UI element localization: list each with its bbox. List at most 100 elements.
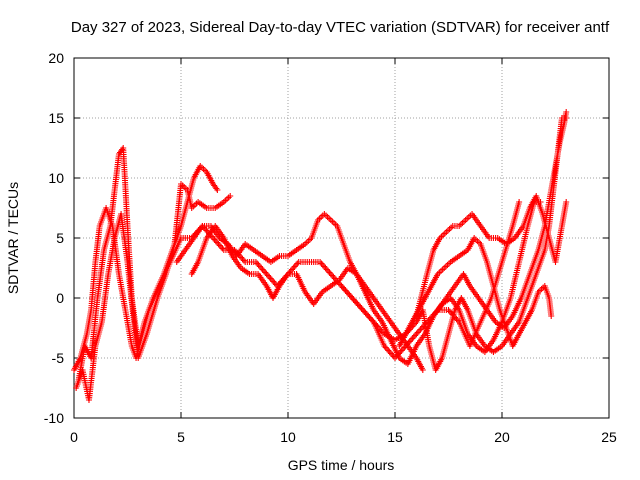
data-point bbox=[227, 193, 234, 199]
data-point bbox=[417, 326, 424, 333]
data-point bbox=[349, 295, 356, 301]
x-tick-label: 5 bbox=[177, 429, 185, 445]
data-point bbox=[408, 337, 415, 343]
data-point bbox=[353, 299, 360, 306]
data-point bbox=[345, 290, 352, 297]
data-point bbox=[343, 289, 350, 295]
data-point bbox=[331, 275, 338, 282]
data-point bbox=[258, 265, 265, 271]
series-trace-5 bbox=[188, 199, 544, 367]
data-point bbox=[342, 287, 349, 294]
y-tick-label: 5 bbox=[56, 230, 64, 246]
data-point bbox=[563, 199, 570, 205]
data-point bbox=[294, 260, 301, 267]
series-trace-3 bbox=[73, 181, 234, 403]
data-point bbox=[291, 263, 298, 270]
data-point bbox=[387, 350, 394, 357]
data-point bbox=[413, 331, 420, 337]
data-point bbox=[414, 329, 421, 336]
data-point bbox=[412, 332, 419, 339]
data-point bbox=[330, 274, 337, 280]
data-point bbox=[218, 244, 225, 250]
x-tick-label: 0 bbox=[70, 429, 78, 445]
data-point bbox=[271, 280, 278, 286]
data-point bbox=[327, 271, 334, 277]
data-point bbox=[338, 283, 345, 289]
data-point bbox=[325, 268, 332, 274]
chart-title: Day 327 of 2023, Sidereal Day-to-day VTE… bbox=[71, 19, 610, 36]
data-point bbox=[264, 272, 271, 279]
data-point bbox=[214, 187, 221, 193]
data-point bbox=[255, 262, 262, 268]
data-point bbox=[290, 265, 297, 271]
y-tick-label: 0 bbox=[56, 290, 64, 306]
x-tick-label: 15 bbox=[387, 429, 403, 445]
y-tick-label: 20 bbox=[48, 50, 64, 66]
data-point bbox=[260, 268, 267, 274]
data-point bbox=[215, 241, 222, 247]
data-point bbox=[347, 293, 354, 300]
data-point bbox=[341, 286, 348, 292]
data-point bbox=[419, 367, 426, 373]
data-point bbox=[321, 263, 328, 270]
data-point bbox=[548, 313, 555, 319]
data-point bbox=[400, 346, 407, 352]
data-point bbox=[216, 242, 223, 249]
data-point bbox=[355, 302, 362, 309]
series-trace-6 bbox=[338, 115, 570, 373]
data-point bbox=[263, 271, 270, 277]
data-point bbox=[323, 266, 330, 273]
data-point bbox=[416, 328, 423, 334]
data-point bbox=[270, 278, 277, 285]
x-axis-label: GPS time / hours bbox=[288, 457, 395, 473]
data-point bbox=[385, 347, 392, 354]
data-point bbox=[362, 310, 369, 316]
data-point bbox=[210, 235, 217, 241]
data-point bbox=[365, 313, 372, 319]
data-point bbox=[219, 245, 226, 252]
data-point bbox=[268, 277, 275, 283]
data-point bbox=[266, 274, 273, 280]
data-point bbox=[358, 305, 365, 312]
data-point bbox=[354, 301, 361, 307]
data-point bbox=[262, 269, 269, 276]
data-point bbox=[293, 262, 300, 268]
data-point bbox=[346, 292, 353, 298]
x-tick-label: 20 bbox=[494, 429, 510, 445]
y-tick-label: 10 bbox=[48, 170, 64, 186]
data-point bbox=[329, 272, 336, 279]
data-point bbox=[240, 257, 247, 264]
data-point bbox=[256, 263, 263, 270]
y-axis-label: SDTVAR / TECUs bbox=[5, 182, 21, 294]
series-trace-9 bbox=[434, 109, 570, 331]
data-point bbox=[410, 334, 417, 340]
axis-ticks: 0 5 10 15 20 25 -10 -5 0 5 10 15 20 bbox=[44, 50, 617, 445]
data-point bbox=[239, 256, 246, 262]
data-point bbox=[326, 269, 333, 276]
data-point bbox=[409, 335, 416, 342]
y-tick-label: -10 bbox=[44, 410, 64, 426]
data-point bbox=[322, 265, 329, 271]
data-point bbox=[367, 316, 374, 322]
data-point bbox=[357, 304, 364, 310]
data-point bbox=[267, 275, 274, 282]
data-point bbox=[350, 296, 357, 303]
data-point bbox=[366, 314, 373, 321]
data-point bbox=[351, 298, 358, 304]
data-point bbox=[563, 109, 570, 115]
data-point bbox=[453, 316, 460, 322]
data-point bbox=[359, 307, 366, 313]
x-tick-label: 25 bbox=[601, 429, 617, 445]
data-point bbox=[319, 262, 326, 268]
y-tick-label: 15 bbox=[48, 110, 64, 126]
data-point bbox=[361, 308, 368, 315]
data-point bbox=[516, 199, 523, 205]
data-point bbox=[318, 260, 325, 267]
x-tick-label: 10 bbox=[280, 429, 296, 445]
data-point bbox=[386, 349, 393, 355]
data-point bbox=[259, 266, 266, 273]
data-point bbox=[383, 346, 390, 352]
data-point bbox=[363, 311, 370, 318]
y-tick-label: -5 bbox=[52, 350, 65, 366]
